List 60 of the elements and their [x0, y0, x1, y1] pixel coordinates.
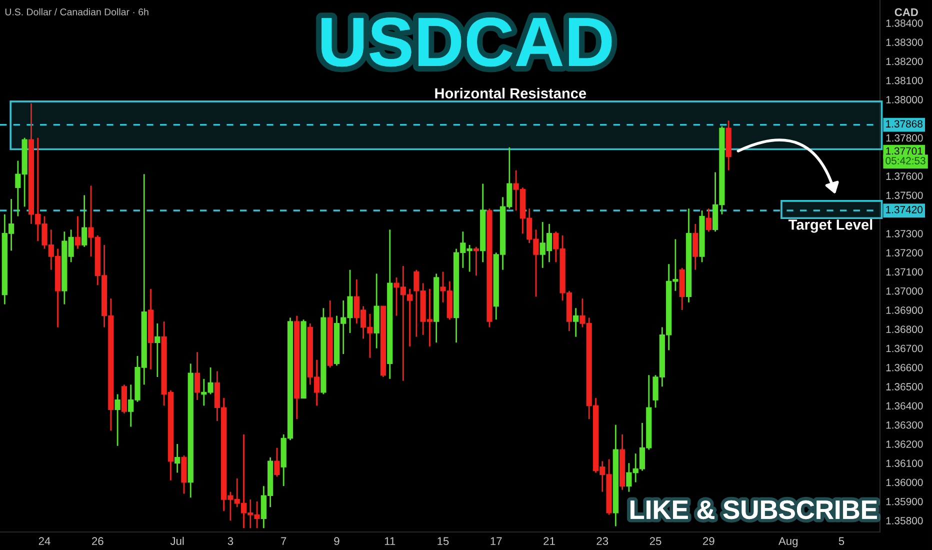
y-tick-label: 1.35900 — [886, 498, 923, 506]
candlestick — [82, 194, 88, 248]
y-tick-label: 1.36300 — [886, 421, 923, 429]
x-tick-label: 15 — [438, 537, 449, 546]
x-tick-label: Aug — [778, 537, 798, 548]
x-tick-label: 23 — [596, 537, 608, 546]
y-tick-label: 1.37100 — [886, 268, 923, 276]
y-tick-label: 1.35800 — [886, 517, 923, 524]
ref-line-label: 1.37420 — [886, 206, 923, 214]
x-tick-label: 7 — [281, 537, 286, 545]
annotation: LIKE & SUBSCRIBE — [630, 500, 877, 520]
x-tick-label: 29 — [703, 537, 714, 546]
y-tick-label: 1.36200 — [886, 440, 923, 448]
candlestick — [706, 208, 712, 232]
y-tick-label: 1.37800 — [886, 134, 923, 142]
text: 1.37701 — [886, 147, 922, 155]
y-tick-label: 1.36400 — [886, 402, 923, 410]
x-tick-label: 5 — [838, 537, 844, 546]
candlestick — [274, 447, 280, 478]
y-tick-label: 1.37200 — [886, 249, 923, 256]
x-tick-label: 24 — [38, 537, 50, 545]
y-tick-label: 1.37600 — [886, 172, 923, 180]
candlestick — [174, 443, 180, 474]
text: U.S. Dollar / Canadian Dollar · 6h — [5, 8, 148, 16]
band-label: Target Level — [788, 219, 872, 233]
x-tick-label: 9 — [334, 537, 340, 546]
candlestick — [74, 216, 81, 250]
y-tick-label: 1.37000 — [886, 287, 923, 295]
x-tick-label: 25 — [650, 537, 662, 546]
candlestick — [114, 394, 120, 447]
x-tick-label: 17 — [490, 537, 502, 545]
y-tick-label: 1.38100 — [886, 76, 923, 84]
y-tick-label: 1.36800 — [886, 326, 923, 334]
y-tick-label: 1.37500 — [886, 192, 923, 200]
y-axis-title: CAD — [894, 8, 918, 16]
x-tick-label: Jul — [170, 536, 184, 546]
x-tick-label: 26 — [92, 537, 104, 546]
band-label: Horizontal Resistance — [435, 88, 586, 99]
candlestick — [692, 223, 698, 271]
candlestick — [194, 351, 200, 401]
candlestick — [573, 307, 579, 338]
candlestick — [154, 322, 160, 378]
y-tick-label: 1.36600 — [886, 364, 923, 372]
y-tick-label: 1.36100 — [886, 460, 923, 467]
x-tick-label: 11 — [384, 537, 396, 545]
y-tick-label: 1.36000 — [886, 478, 923, 486]
ref-line-label: 1.37868 — [886, 120, 922, 128]
y-tick-label: 1.37300 — [886, 230, 923, 238]
x-tick-label: 3 — [228, 537, 234, 546]
y-tick-label: 1.36500 — [886, 383, 923, 390]
y-tick-label: 1.38400 — [886, 19, 923, 27]
chart-title: USDCAD — [322, 17, 612, 67]
y-tick-label: 1.38300 — [886, 38, 923, 46]
y-tick-label: 1.38000 — [886, 96, 923, 104]
y-tick-label: 1.38200 — [886, 58, 923, 66]
y-tick-label: 1.36700 — [886, 344, 923, 352]
candlestick — [473, 246, 480, 276]
text: 05:42:53 — [886, 157, 926, 164]
x-tick-label: 21 — [544, 537, 555, 545]
y-tick-label: 1.36900 — [886, 306, 923, 314]
